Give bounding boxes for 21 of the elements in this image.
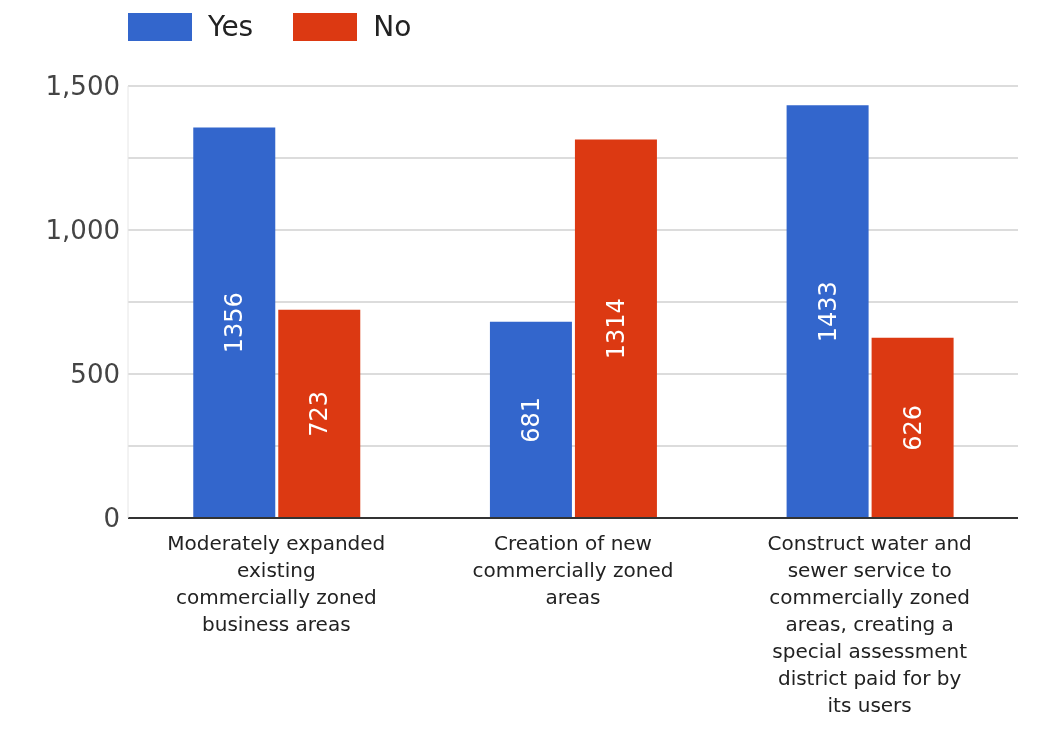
data-label: 1314 bbox=[601, 298, 630, 360]
x-tick-label: Creation of new commercially zoned areas bbox=[472, 531, 674, 609]
x-tick-label: Construct water and sewer service to commercially zoned areas, creating a special assessment district paid for by its users bbox=[767, 531, 972, 717]
bar bbox=[193, 127, 276, 518]
data-label: 1356 bbox=[220, 292, 249, 354]
data-label: 1433 bbox=[813, 281, 842, 343]
y-tick-label: 0 bbox=[103, 503, 120, 534]
bar bbox=[786, 105, 869, 518]
x-tick-label: Moderately expanded existing commercially zoned business areas bbox=[167, 531, 386, 636]
data-label: 681 bbox=[516, 397, 545, 443]
legend-label: No bbox=[373, 10, 412, 43]
legend-label: Yes bbox=[208, 10, 254, 43]
y-tick-label: 500 bbox=[70, 359, 120, 390]
data-label: 723 bbox=[305, 390, 334, 437]
bar bbox=[278, 309, 361, 518]
bar bbox=[574, 139, 657, 518]
data-label: 626 bbox=[898, 404, 927, 451]
y-tick-label: 1,500 bbox=[45, 71, 120, 102]
bar bbox=[871, 337, 954, 518]
bar bbox=[489, 321, 572, 518]
y-tick-label: 1,000 bbox=[45, 215, 120, 246]
